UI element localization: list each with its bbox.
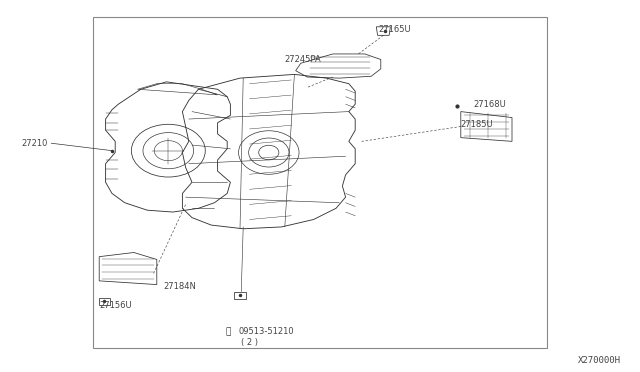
Text: 27210: 27210 [22,139,48,148]
Text: 09513-51210: 09513-51210 [238,327,294,336]
Text: X270000H: X270000H [578,356,621,365]
Text: 27184N: 27184N [163,282,196,291]
Text: 27156U: 27156U [99,301,132,310]
Bar [93,17,547,348]
Text: Ⓢ: Ⓢ [226,327,231,336]
Text: 27245PA: 27245PA [285,55,321,64]
Text: 27168U: 27168U [474,100,506,109]
Text: ( 2 ): ( 2 ) [241,339,258,347]
Text: 27165U: 27165U [379,25,412,34]
Text: 27185U: 27185U [461,120,493,129]
